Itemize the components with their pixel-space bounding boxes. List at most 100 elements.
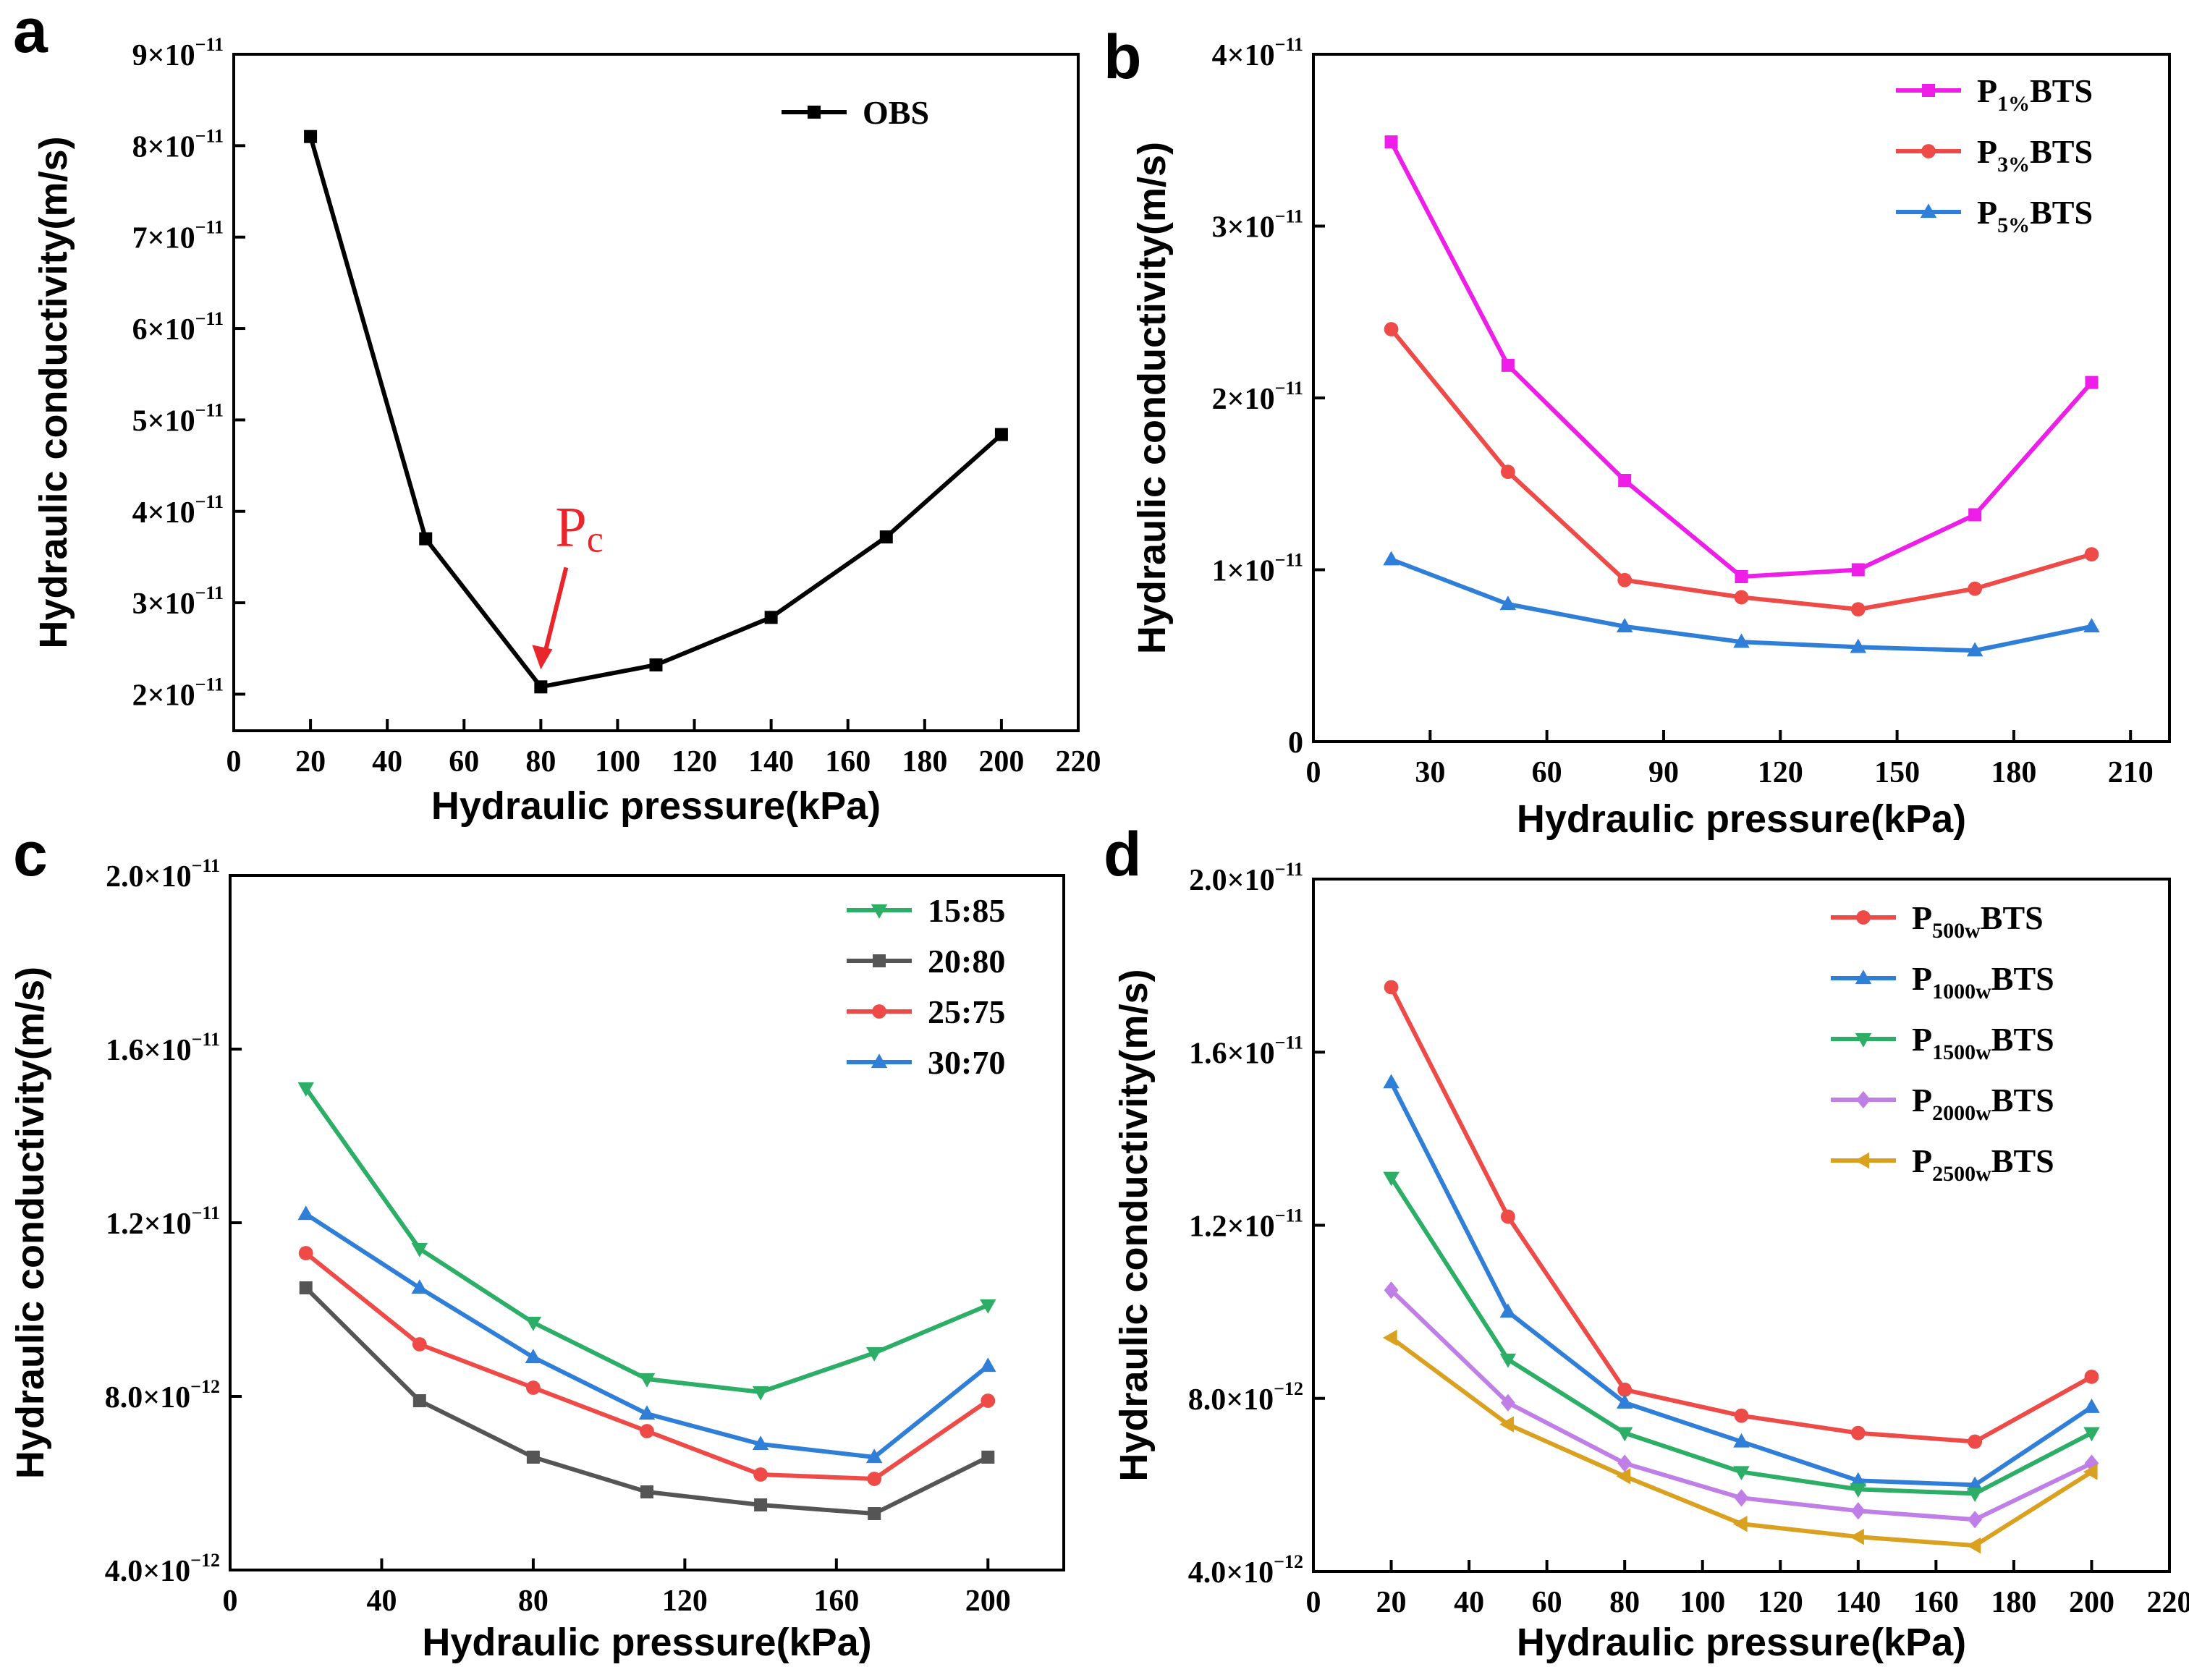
data-point (1616, 618, 1633, 632)
series-0 (1384, 135, 2099, 583)
data-point (752, 1435, 769, 1451)
panel-c: c 0 40 80 120 160 200 4.0×10−12 8.0×10−12 1.2×10−… (9, 820, 1065, 1664)
data-point (981, 1393, 996, 1408)
x-tick-label: 40 (372, 745, 402, 779)
data-point (1734, 1408, 1749, 1423)
y-tick-label: 1.6×10−11 (106, 1029, 220, 1067)
data-point (2084, 1369, 2099, 1384)
annotation-arrow (543, 567, 569, 653)
panel-b: b 0 30 60 90 120 150 180 210 0 1×10−11 2×10−11 3×10−… (1104, 22, 2171, 841)
data-point (297, 1205, 314, 1221)
legend-marker (871, 1053, 888, 1069)
x-axis-label: Hydraulic pressure(kPa) (1517, 797, 1966, 841)
x-tick-label: 60 (1532, 1586, 1562, 1619)
y-tick-label: 4.0×10−12 (105, 1550, 220, 1588)
series-0 (304, 130, 1008, 694)
x-tick-label: 120 (1758, 1586, 1803, 1619)
legend-label: P2000wBTS (1912, 1082, 2054, 1125)
legend-marker (873, 954, 886, 967)
data-point (1617, 1382, 1633, 1397)
panel-d-letter: d (1104, 820, 1142, 889)
x-axis-label: Hydraulic pressure(kPa) (422, 1621, 871, 1664)
legend-label: P1000wBTS (1912, 960, 2054, 1004)
series-2 (298, 1246, 996, 1486)
x-tick-label: 0 (1306, 1586, 1321, 1619)
annotation-arrowhead (532, 645, 553, 670)
data-point (526, 1451, 540, 1464)
data-point (1734, 590, 1749, 605)
x-tick-label: 180 (1991, 1586, 2036, 1619)
y-tick-label: 4×10−11 (1212, 34, 1303, 72)
x-tick-label: 0 (226, 745, 242, 779)
x-tick-label: 210 (2108, 756, 2154, 789)
x-tick-label: 160 (825, 745, 871, 779)
x-tick-label: 40 (366, 1584, 397, 1618)
legend-marker (808, 106, 821, 119)
y-tick-label: 3×10−11 (132, 582, 224, 621)
data-point (980, 1357, 996, 1373)
data-point (525, 1349, 542, 1364)
y-tick-label: 3×10−11 (1212, 206, 1303, 245)
data-point (2085, 376, 2099, 389)
x-tick-label: 20 (295, 745, 326, 779)
data-point (1734, 1489, 1749, 1507)
legend-marker (1856, 1090, 1871, 1109)
data-point (2083, 1464, 2098, 1480)
data-point (411, 1242, 428, 1257)
y-tick-label: 2×10−11 (132, 674, 224, 712)
y-tick-label: 4.0×10−12 (1188, 1551, 1303, 1590)
data-point (1617, 572, 1633, 587)
x-tick-label: 0 (223, 1584, 238, 1618)
y-axis-label: Hydraulic conductivity(m/s) (9, 967, 52, 1479)
series-4 (1382, 1329, 2098, 1554)
series-0 (1384, 980, 2099, 1449)
data-point (1382, 1329, 1397, 1346)
y-tick-label: 2×10−11 (1212, 378, 1303, 416)
data-point (640, 1424, 654, 1438)
legend-marker (1855, 1032, 1872, 1048)
x-tick-label: 80 (1609, 1586, 1640, 1619)
data-point (868, 1507, 881, 1520)
data-point (1850, 1425, 1866, 1441)
data-point (1733, 1433, 1750, 1448)
x-tick-label: 200 (2069, 1586, 2114, 1619)
series-1 (1384, 322, 2099, 617)
data-point (1850, 638, 1867, 653)
data-point (297, 1082, 314, 1097)
data-point (752, 1386, 769, 1401)
data-point (1732, 1515, 1748, 1532)
data-point (1383, 551, 1400, 566)
data-point (1384, 322, 1399, 336)
data-point (1735, 570, 1748, 583)
data-point (526, 1380, 541, 1395)
y-tick-label: 2.0×10−11 (106, 855, 220, 894)
legend-label: OBS (863, 94, 929, 131)
data-point (525, 1316, 542, 1331)
data-point (2083, 1427, 2100, 1442)
series-3 (1384, 1281, 2099, 1529)
data-point (1733, 1466, 1750, 1481)
legend-label: P1%BTS (1977, 72, 2093, 116)
data-point (981, 1451, 995, 1464)
legend-label: P500wBTS (1912, 899, 2044, 943)
x-tick-label: 40 (1454, 1586, 1484, 1619)
x-tick-label: 100 (1680, 1586, 1725, 1619)
y-axis-label: Hydraulic conductivity(m/s) (32, 136, 75, 648)
y-tick-label: 1.2×10−11 (106, 1202, 220, 1241)
legend-marker (1921, 144, 1936, 158)
data-point (1384, 980, 1399, 995)
x-tick-label: 180 (902, 745, 947, 779)
x-tick-label: 20 (1376, 1586, 1407, 1619)
data-point (1968, 581, 1983, 596)
data-point (419, 532, 433, 546)
y-tick-label: 9×10−11 (132, 34, 224, 72)
y-tick-label: 1.6×10−11 (1189, 1032, 1303, 1070)
data-point (2083, 1399, 2100, 1413)
x-tick-label: 90 (1648, 756, 1679, 789)
x-tick-label: 80 (525, 745, 556, 779)
series-3 (297, 1205, 996, 1464)
legend-label: P3%BTS (1977, 133, 2093, 177)
y-tick-label: 7×10−11 (132, 217, 224, 255)
data-point (1850, 1528, 1864, 1545)
data-point (1968, 508, 1982, 522)
